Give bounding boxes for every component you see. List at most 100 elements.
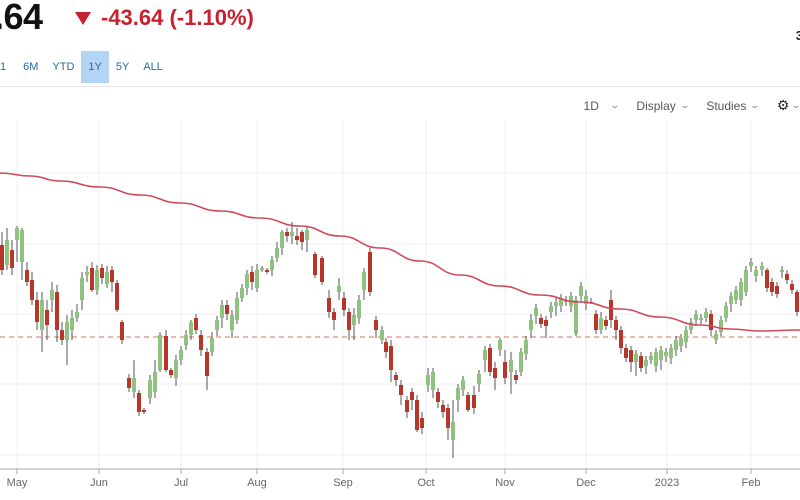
candle-down xyxy=(795,292,799,312)
price-value: .64 xyxy=(0,0,43,37)
x-tick-label: Feb xyxy=(742,477,761,489)
partial-stat-value: 3 xyxy=(795,28,800,43)
candle-down xyxy=(472,395,476,408)
candle-down xyxy=(441,405,445,412)
candle-up xyxy=(451,422,455,440)
candle-down xyxy=(384,342,388,352)
candle-up xyxy=(132,378,136,392)
display-dropdown[interactable]: Display ⌄ xyxy=(636,99,689,113)
candle-down xyxy=(594,314,598,330)
candle-up xyxy=(50,290,54,300)
candle-down xyxy=(503,362,507,378)
range-1m-button[interactable]: 1 xyxy=(0,61,7,73)
candle-up xyxy=(220,305,224,318)
candle-up xyxy=(689,322,693,330)
candle-down xyxy=(466,395,470,410)
candle-up xyxy=(483,350,487,360)
candle-down xyxy=(609,300,613,320)
candles xyxy=(0,222,799,458)
candle-up xyxy=(524,340,528,354)
moving-average-line xyxy=(0,172,800,332)
candle-down xyxy=(142,410,146,412)
candle-down xyxy=(137,393,141,412)
x-tick-label: May xyxy=(7,477,28,489)
candle-up xyxy=(80,278,84,300)
chevron-down-icon: ⌄ xyxy=(749,100,761,110)
candle-up xyxy=(179,350,183,360)
candle-up xyxy=(760,266,764,270)
candle-up xyxy=(664,352,668,356)
x-tick-label: Dec xyxy=(576,477,596,489)
candle-down xyxy=(446,408,450,428)
candle-down xyxy=(25,270,29,282)
candle-down xyxy=(544,320,548,326)
candle-down xyxy=(115,283,119,310)
candle-up xyxy=(704,312,708,318)
candle-down xyxy=(389,346,393,370)
range-1y-button[interactable]: 1Y xyxy=(81,51,109,83)
candle-up xyxy=(754,270,758,276)
candle-up xyxy=(235,298,239,320)
price-change-text: -43.64 (-1.10%) xyxy=(101,5,254,30)
candle-down xyxy=(110,270,114,282)
candle-up xyxy=(426,375,430,385)
x-tick-label: 2023 xyxy=(655,477,679,489)
candle-up xyxy=(85,272,89,275)
candle-down xyxy=(45,310,49,325)
candle-down xyxy=(30,280,34,300)
candle-up xyxy=(245,274,249,288)
candle-up xyxy=(679,338,683,346)
candle-down xyxy=(619,330,623,348)
candle-down xyxy=(770,282,774,292)
candle-up xyxy=(380,330,384,340)
candle-up xyxy=(275,248,279,258)
interval-dropdown[interactable]: 1D ⌄ xyxy=(583,98,620,113)
candle-down xyxy=(327,298,331,312)
candle-down xyxy=(765,270,769,288)
candle-up xyxy=(174,360,178,378)
candle-up xyxy=(105,272,109,284)
candle-down xyxy=(410,392,414,400)
candle-up xyxy=(674,340,678,350)
x-tick-label: Oct xyxy=(417,477,434,489)
candle-up xyxy=(305,230,309,240)
candle-up xyxy=(559,298,563,306)
candle-up xyxy=(230,315,234,330)
candle-up xyxy=(719,320,723,332)
candle-down xyxy=(420,418,424,428)
candle-up xyxy=(519,352,523,372)
range-5y-button[interactable]: 5Y xyxy=(115,61,130,73)
candle-up xyxy=(579,286,583,296)
candle-up xyxy=(215,320,219,330)
interval-label: 1D xyxy=(583,98,599,113)
candle-up xyxy=(65,322,69,340)
candle-up xyxy=(461,380,465,390)
studies-dropdown[interactable]: Studies ⌄ xyxy=(706,99,761,113)
range-ytd-button[interactable]: YTD xyxy=(52,61,75,73)
candle-up xyxy=(554,302,558,306)
candle-up xyxy=(357,300,361,318)
candle-down xyxy=(90,268,94,290)
candle-down xyxy=(300,232,304,242)
candle-down xyxy=(539,318,543,324)
candle-down xyxy=(265,270,269,272)
candle-up xyxy=(189,322,193,335)
candle-up xyxy=(534,308,538,316)
candle-down xyxy=(374,320,378,330)
settings-dropdown[interactable]: ⚙ ⌄ xyxy=(777,97,800,114)
candle-up xyxy=(654,352,658,366)
down-arrow-icon xyxy=(75,11,91,25)
candle-down xyxy=(790,284,794,290)
candle-down xyxy=(394,375,398,380)
candle-down xyxy=(639,356,643,368)
candle-up xyxy=(337,286,341,292)
candle-up xyxy=(649,356,653,360)
candle-down xyxy=(629,350,633,362)
candle-up xyxy=(255,270,259,288)
range-6m-button[interactable]: 6M xyxy=(23,61,39,73)
range-all-button[interactable]: ALL xyxy=(143,61,163,73)
candle-up xyxy=(714,334,718,340)
x-tick-label: Jun xyxy=(90,477,108,489)
candle-down xyxy=(624,348,628,358)
